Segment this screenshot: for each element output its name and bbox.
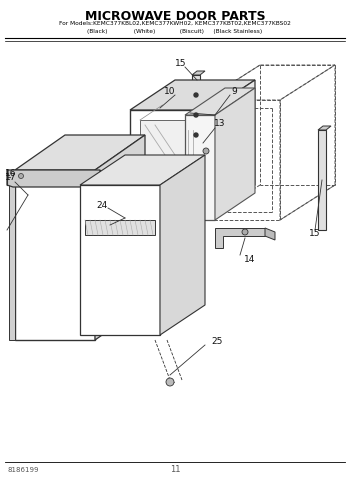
Polygon shape (185, 115, 215, 220)
Polygon shape (318, 126, 331, 130)
Text: 10: 10 (164, 86, 176, 96)
Polygon shape (206, 140, 210, 148)
Circle shape (19, 173, 23, 179)
Circle shape (166, 378, 174, 386)
Polygon shape (210, 80, 255, 215)
Polygon shape (130, 110, 210, 215)
Text: 15: 15 (175, 59, 187, 69)
Text: For Models:KEMC377KBL02,KEMC377KWH02, KEMC377KBT02,KEMC377KBS02: For Models:KEMC377KBL02,KEMC377KWH02, KE… (59, 21, 291, 26)
Text: 11: 11 (170, 466, 180, 474)
Text: 24: 24 (96, 200, 108, 210)
Polygon shape (192, 75, 200, 165)
Text: 13: 13 (214, 119, 226, 128)
Polygon shape (130, 80, 255, 110)
Polygon shape (9, 170, 15, 340)
Polygon shape (194, 148, 218, 154)
Text: 14: 14 (244, 255, 256, 264)
Polygon shape (194, 154, 218, 162)
Text: 8186199: 8186199 (8, 467, 40, 473)
Polygon shape (140, 120, 200, 205)
Circle shape (194, 93, 198, 97)
Circle shape (194, 113, 198, 117)
Polygon shape (215, 88, 255, 220)
Text: 9: 9 (231, 87, 237, 97)
Text: (Black)              (White)             (Biscuit)     (Black Stainless): (Black) (White) (Biscuit) (Black Stainle… (88, 29, 262, 34)
Polygon shape (318, 130, 326, 230)
Text: 15: 15 (309, 229, 321, 239)
Text: 16: 16 (5, 169, 16, 177)
Circle shape (194, 133, 198, 137)
Polygon shape (215, 228, 265, 248)
Text: 25: 25 (211, 338, 223, 346)
Polygon shape (192, 71, 205, 75)
Polygon shape (15, 170, 95, 340)
Polygon shape (160, 155, 205, 335)
Polygon shape (80, 185, 160, 335)
Text: MICROWAVE DOOR PARTS: MICROWAVE DOOR PARTS (85, 10, 265, 23)
Polygon shape (95, 135, 145, 340)
Polygon shape (15, 135, 145, 170)
Polygon shape (7, 170, 100, 187)
Polygon shape (265, 228, 275, 240)
Circle shape (203, 148, 209, 154)
Circle shape (242, 229, 248, 235)
Polygon shape (185, 88, 255, 115)
Text: 17: 17 (5, 173, 17, 183)
Polygon shape (85, 220, 155, 235)
Polygon shape (80, 155, 205, 185)
